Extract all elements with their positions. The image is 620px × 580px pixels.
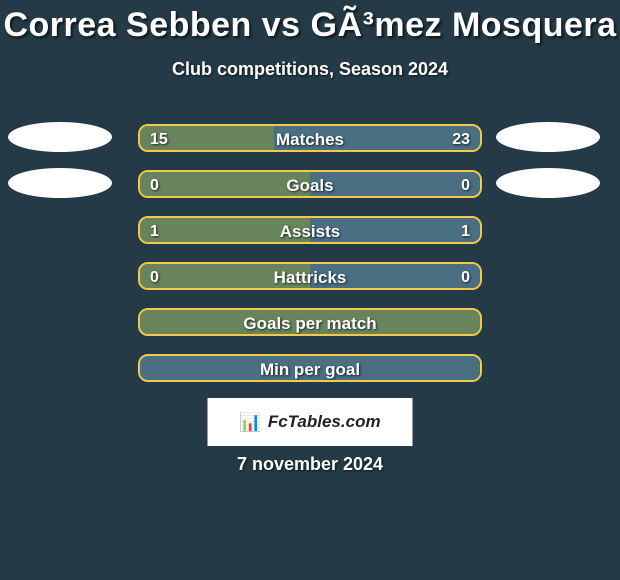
- stat-value-left: 1: [150, 218, 159, 244]
- stat-value-right: 0: [461, 172, 470, 198]
- stat-value-right: 23: [452, 126, 470, 152]
- bar-left-fill: [140, 172, 310, 196]
- bar-right-fill: [274, 126, 480, 150]
- bar-right-fill: [310, 264, 480, 288]
- avatar-left: [8, 168, 112, 198]
- date-label: 7 november 2024: [0, 454, 620, 475]
- stat-row: Min per goal: [0, 352, 620, 398]
- stat-value-left: 15: [150, 126, 168, 152]
- avatar-right: [496, 122, 600, 152]
- stat-value-left: 0: [150, 264, 159, 290]
- bar-left-fill: [140, 310, 480, 334]
- avatar-right: [496, 168, 600, 198]
- bar-right-fill: [140, 356, 480, 380]
- avatar-left: [8, 122, 112, 152]
- stat-value-left: 0: [150, 172, 159, 198]
- bar-left-fill: [140, 218, 310, 242]
- stat-value-right: 0: [461, 264, 470, 290]
- stat-row: Assists11: [0, 214, 620, 260]
- bar-track: Goals per match: [138, 308, 482, 336]
- subtitle: Club competitions, Season 2024: [0, 59, 620, 80]
- bar-track: Matches1523: [138, 124, 482, 152]
- logo-badge: 📊 FcTables.com: [208, 398, 413, 446]
- bar-right-fill: [310, 172, 480, 196]
- bar-track: Hattricks00: [138, 262, 482, 290]
- logo-text: FcTables.com: [268, 412, 381, 432]
- page-title: Correa Sebben vs GÃ³mez Mosquera: [0, 0, 620, 45]
- bar-right-fill: [310, 218, 480, 242]
- bar-track: Goals00: [138, 170, 482, 198]
- stat-row: Matches1523: [0, 122, 620, 168]
- bar-track: Min per goal: [138, 354, 482, 382]
- stat-bars: Matches1523Goals00Assists11Hattricks00Go…: [0, 122, 620, 398]
- stat-row: Goals per match: [0, 306, 620, 352]
- stat-row: Hattricks00: [0, 260, 620, 306]
- stat-value-right: 1: [461, 218, 470, 244]
- stat-row: Goals00: [0, 168, 620, 214]
- bar-track: Assists11: [138, 216, 482, 244]
- logo-icon: 📊: [239, 413, 261, 431]
- bar-left-fill: [140, 264, 310, 288]
- comparison-card: Correa Sebben vs GÃ³mez Mosquera Club co…: [0, 0, 620, 580]
